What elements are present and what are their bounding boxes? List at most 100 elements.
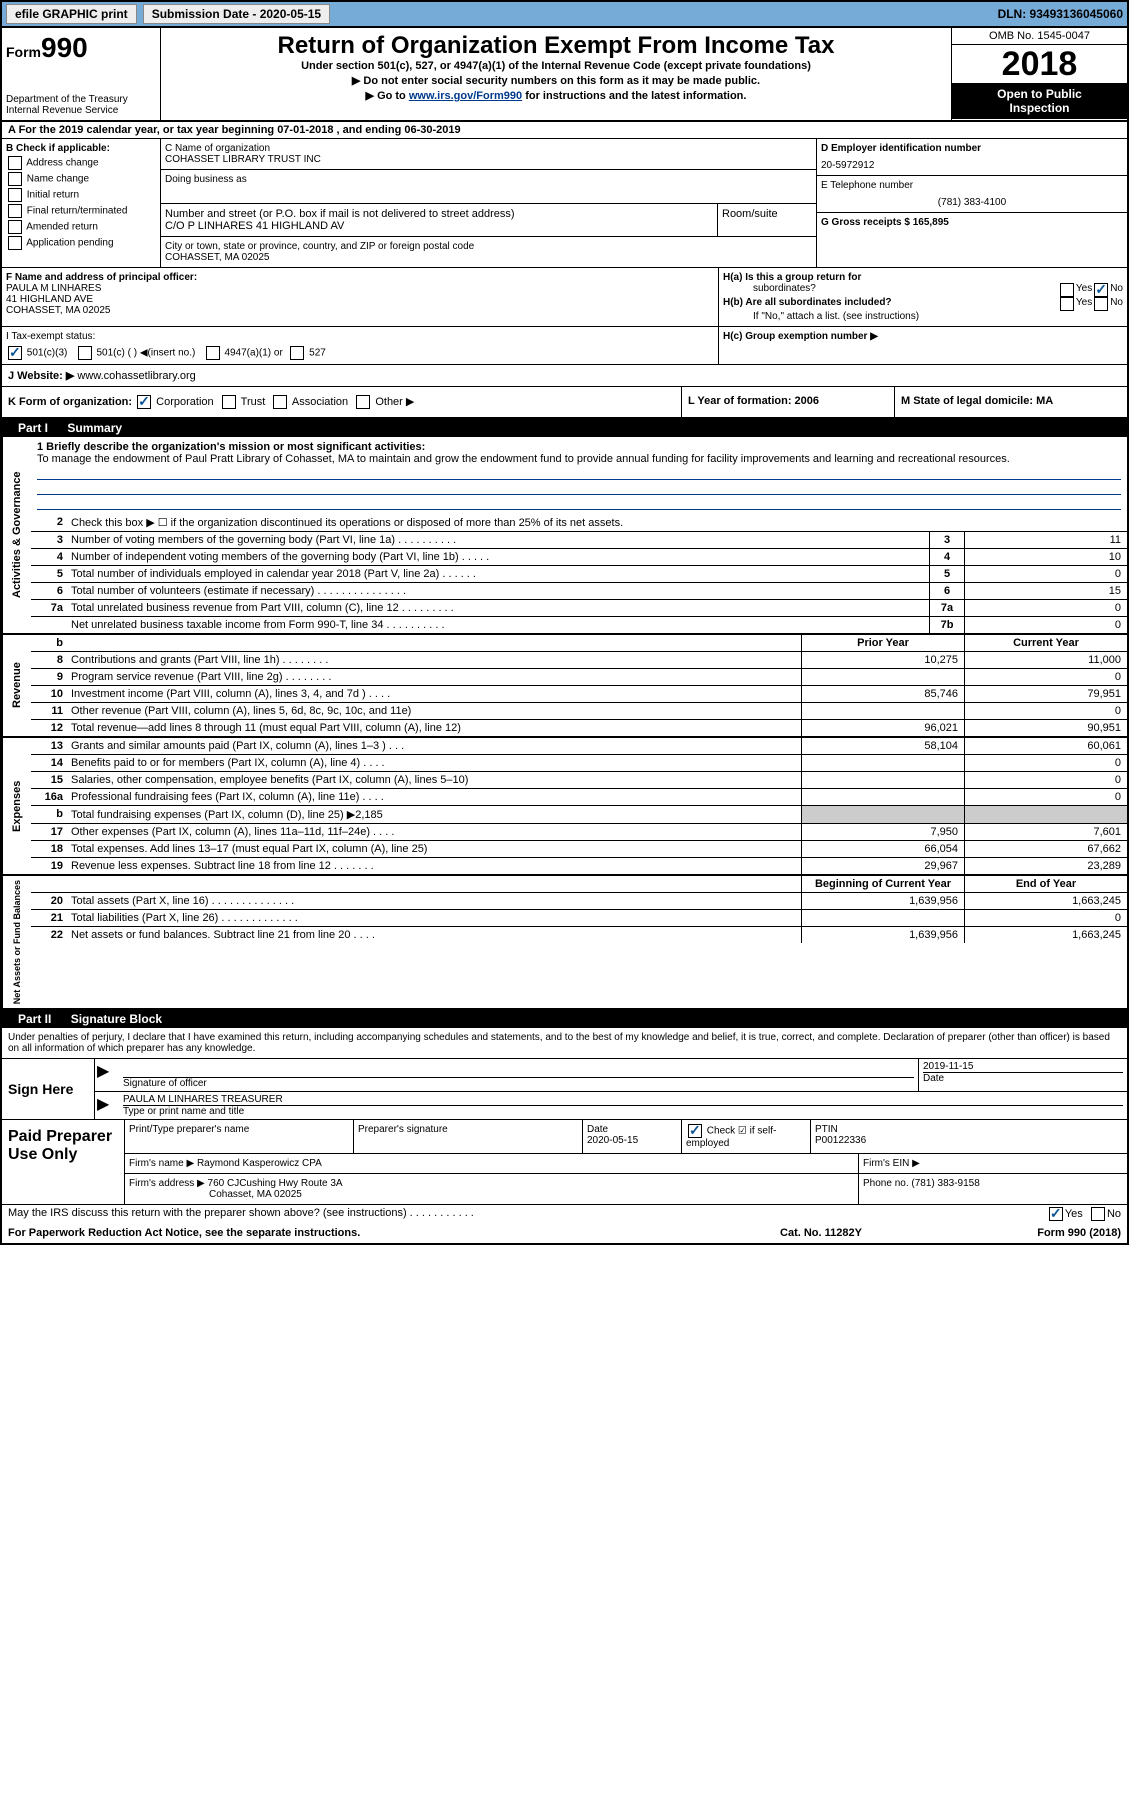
header-center: Return of Organization Exempt From Incom… — [161, 28, 951, 120]
beginning-year-header: Beginning of Current Year — [801, 876, 964, 892]
form-number: 990 — [41, 32, 88, 63]
efile-print-button[interactable]: efile GRAPHIC print — [6, 4, 137, 24]
501c3-checkbox[interactable] — [8, 346, 22, 360]
trust-checkbox[interactable] — [222, 395, 236, 409]
row-a-tax-year: A For the 2019 calendar year, or tax yea… — [2, 122, 1127, 139]
form990-link[interactable]: www.irs.gov/Form990 — [409, 90, 522, 102]
527-checkbox[interactable] — [290, 346, 304, 360]
header-left: Form990 Department of the Treasury Inter… — [2, 28, 161, 120]
omb-number: OMB No. 1545-0047 — [952, 28, 1127, 45]
yes-label: Yes — [1076, 283, 1092, 297]
data-row: bTotal fundraising expenses (Part IX, co… — [31, 806, 1127, 824]
cat-number: Cat. No. 11282Y — [721, 1227, 921, 1239]
submission-date-button[interactable]: Submission Date - 2020-05-15 — [143, 4, 330, 24]
subtitle-2: ▶ Do not enter social security numbers o… — [165, 74, 947, 87]
check-final-return[interactable]: Final return/terminated — [6, 204, 156, 218]
data-row: 12Total revenue—add lines 8 through 11 (… — [31, 720, 1127, 736]
data-row: 14Benefits paid to or for members (Part … — [31, 755, 1127, 772]
form-title: Return of Organization Exempt From Incom… — [165, 32, 947, 60]
row-b-marker: b — [31, 635, 67, 651]
exp-section: Expenses 13Grants and similar amounts pa… — [2, 738, 1127, 876]
room-label: Room/suite — [722, 208, 812, 220]
officer-name: PAULA M LINHARES — [6, 283, 714, 294]
hb-note: If "No," attach a list. (see instruction… — [723, 311, 1123, 322]
j-label: J Website: ▶ — [8, 370, 74, 382]
discuss-yes-checkbox[interactable] — [1049, 1207, 1063, 1221]
data-row: 22Net assets or fund balances. Subtract … — [31, 927, 1127, 943]
mission-text: To manage the endowment of Paul Pratt Li… — [37, 453, 1121, 465]
data-row: 19Revenue less expenses. Subtract line 1… — [31, 858, 1127, 874]
hc-label: H(c) Group exemption number ▶ — [723, 331, 1123, 342]
prep-date-value: 2020-05-15 — [587, 1135, 677, 1146]
hb-yes-checkbox[interactable] — [1060, 297, 1074, 311]
data-row: 17Other expenses (Part IX, column (A), l… — [31, 824, 1127, 841]
no-label-2: No — [1110, 297, 1123, 311]
subtitle-3: ▶ Go to www.irs.gov/Form990 for instruct… — [165, 89, 947, 102]
check-address-change[interactable]: Address change — [6, 156, 156, 170]
header-right: OMB No. 1545-0047 2018 Open to Public In… — [951, 28, 1127, 120]
discuss-no-checkbox[interactable] — [1091, 1207, 1105, 1221]
firm-ein-label: Firm's EIN ▶ — [859, 1154, 1127, 1173]
column-h: H(a) Is this a group return for subordin… — [719, 268, 1127, 326]
4947-checkbox[interactable] — [206, 346, 220, 360]
hb-no-checkbox[interactable] — [1094, 297, 1108, 311]
gov-row: 3Number of voting members of the governi… — [31, 532, 1127, 549]
i-label: I Tax-exempt status: — [6, 331, 714, 342]
na-section: Net Assets or Fund Balances Beginning of… — [2, 876, 1127, 1010]
data-row: 20Total assets (Part X, line 16) . . . .… — [31, 893, 1127, 910]
form-990-page: efile GRAPHIC print Submission Date - 20… — [0, 0, 1129, 1245]
opt-501c3: 501(c)(3) — [27, 348, 68, 359]
part1-tab: Part I — [10, 421, 56, 435]
inspect-line2: Inspection — [954, 101, 1125, 115]
firm-addr-value: 760 CJCushing Hwy Route 3A — [208, 1178, 343, 1189]
sig-date-value: 2019-11-15 — [923, 1061, 1123, 1073]
check-application-pending[interactable]: Application pending — [6, 236, 156, 250]
hb-label: H(b) Are all subordinates included? — [723, 297, 1058, 311]
vlabel-na: Net Assets or Fund Balances — [2, 876, 31, 1008]
opt-501c: 501(c) ( ) ◀(insert no.) — [96, 348, 195, 359]
data-row: 21Total liabilities (Part X, line 26) . … — [31, 910, 1127, 927]
no-label: No — [1110, 283, 1123, 297]
gov-row: 6Total number of volunteers (estimate if… — [31, 583, 1127, 600]
org-name-label: C Name of organization — [165, 143, 812, 154]
penalty-statement: Under penalties of perjury, I declare th… — [2, 1028, 1127, 1058]
sign-here-label: Sign Here — [2, 1059, 94, 1119]
ptin-value: P00122336 — [815, 1135, 1123, 1146]
paperwork-notice: For Paperwork Reduction Act Notice, see … — [8, 1227, 721, 1239]
officer-addr2: COHASSET, MA 02025 — [6, 305, 714, 316]
501c-checkbox[interactable] — [78, 346, 92, 360]
website-row: J Website: ▶ www.cohassetlibrary.org — [2, 365, 1127, 387]
opt-527: 527 — [309, 348, 326, 359]
sub3-post: for instructions and the latest informat… — [522, 90, 746, 102]
gov-section: Activities & Governance 1 Briefly descri… — [2, 437, 1127, 635]
self-employed-check[interactable] — [686, 1126, 704, 1137]
data-row: 11Other revenue (Part VIII, column (A), … — [31, 703, 1127, 720]
end-year-header: End of Year — [964, 876, 1127, 892]
footer-line: For Paperwork Reduction Act Notice, see … — [2, 1223, 1127, 1243]
ha-no-checkbox[interactable] — [1094, 283, 1108, 297]
state-domicile: M State of legal domicile: MA — [895, 387, 1127, 417]
entity-block: B Check if applicable: Address change Na… — [2, 139, 1127, 268]
part2-title: Signature Block — [71, 1012, 162, 1026]
topbar: efile GRAPHIC print Submission Date - 20… — [2, 2, 1127, 28]
part2-tab: Part II — [10, 1012, 59, 1026]
check-name-change[interactable]: Name change — [6, 172, 156, 186]
data-row: 13Grants and similar amounts paid (Part … — [31, 738, 1127, 755]
mission-label: 1 Briefly describe the organization's mi… — [37, 441, 1121, 453]
addr-label: Number and street (or P.O. box if mail i… — [165, 208, 713, 220]
check-amended[interactable]: Amended return — [6, 220, 156, 234]
discuss-text: May the IRS discuss this return with the… — [8, 1207, 971, 1221]
form-year-footer: Form 990 (2018) — [921, 1227, 1121, 1239]
firm-addr-label: Firm's address ▶ — [129, 1178, 205, 1189]
ha-yes-checkbox[interactable] — [1060, 283, 1074, 297]
part2-header: Part II Signature Block — [2, 1010, 1127, 1028]
corp-checkbox[interactable] — [137, 395, 151, 409]
assoc-checkbox[interactable] — [273, 395, 287, 409]
form-org-row: K Form of organization: Corporation Trus… — [2, 387, 682, 417]
other-checkbox[interactable] — [356, 395, 370, 409]
ein-label: D Employer identification number — [821, 143, 1123, 154]
preparer-block: Paid Preparer Use Only Print/Type prepar… — [2, 1119, 1127, 1204]
officer-addr1: 41 HIGHLAND AVE — [6, 294, 714, 305]
discuss-no: No — [1107, 1208, 1121, 1220]
check-initial-return[interactable]: Initial return — [6, 188, 156, 202]
